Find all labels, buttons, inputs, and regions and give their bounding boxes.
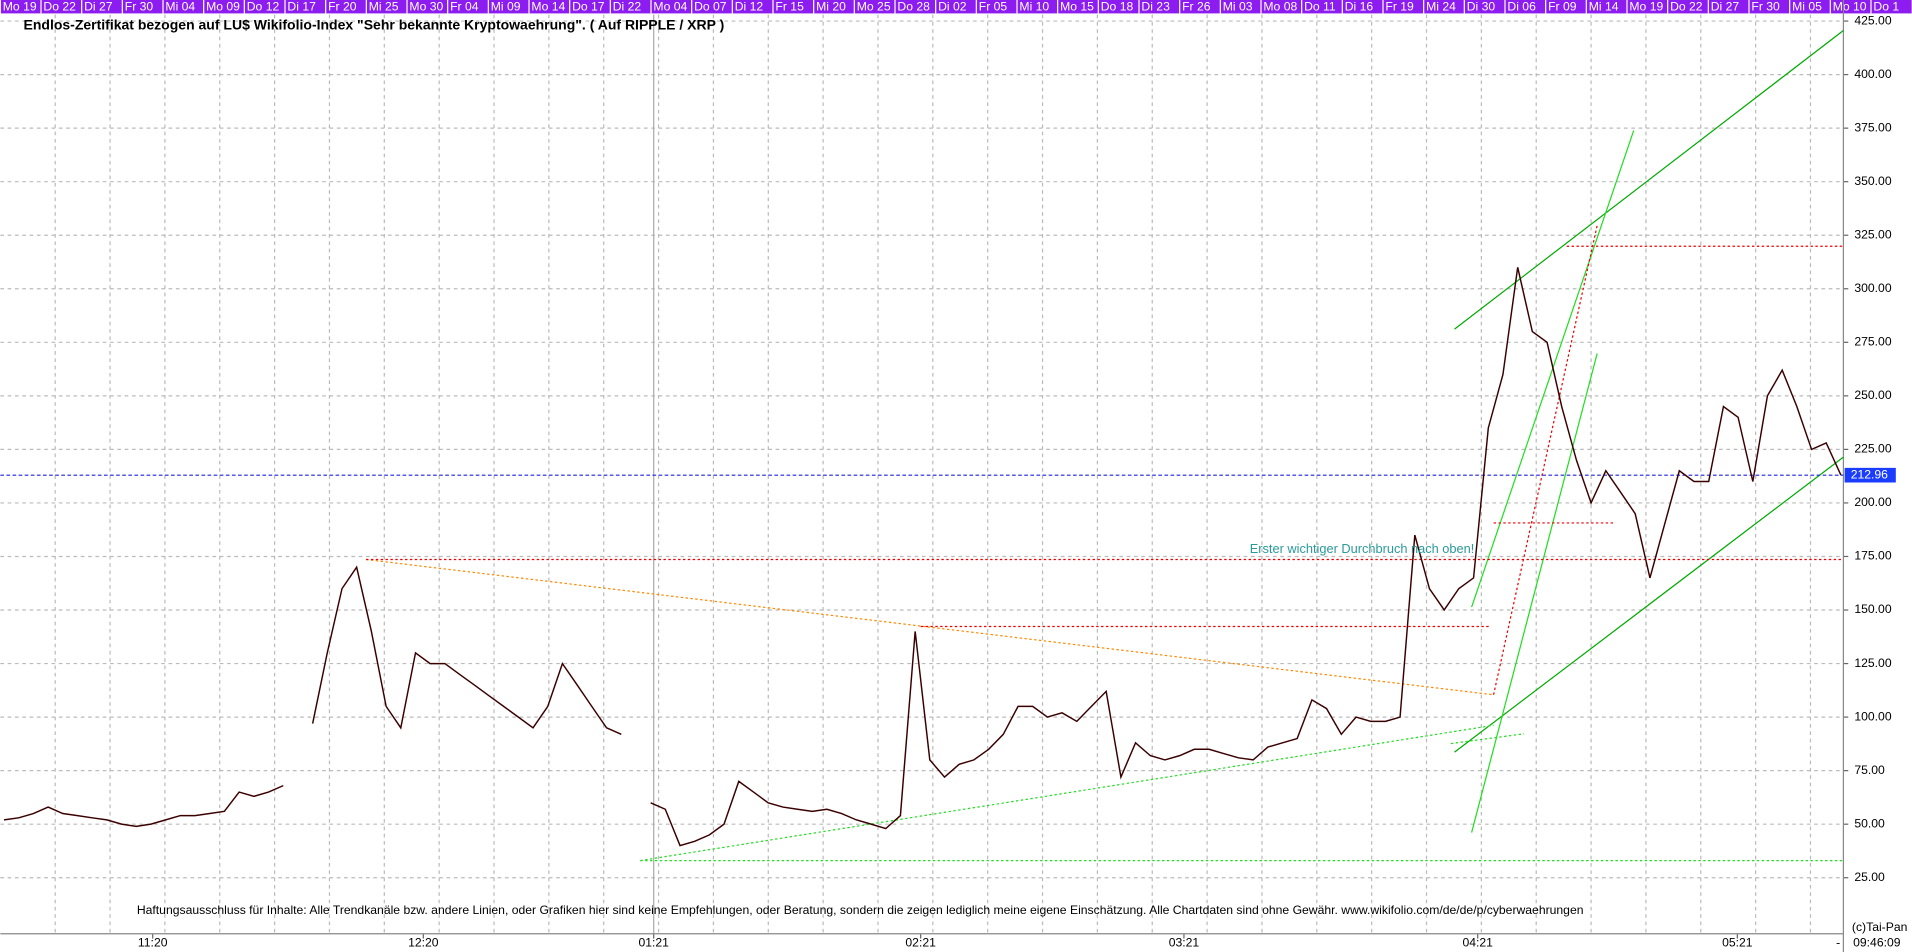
y-tick-label: 325.00 <box>1854 227 1891 241</box>
top-date: Mi 03 <box>1223 0 1253 14</box>
top-date: Do 12 <box>247 0 280 14</box>
trend-line <box>1454 456 1844 753</box>
top-date: Fr 04 <box>450 0 479 14</box>
trend-line <box>1454 29 1844 330</box>
price-line <box>3 267 1842 847</box>
trend-line <box>1471 353 1598 833</box>
y-tick-label: 250.00 <box>1854 388 1891 402</box>
y-tick-label: 375.00 <box>1854 120 1891 134</box>
trend-lines <box>365 29 1844 862</box>
x-tick-label: 11:20 <box>138 936 168 950</box>
x-tick-label: 03:21 <box>1169 936 1200 950</box>
top-date: Mo 04 <box>653 0 687 14</box>
top-date: Do 28 <box>897 0 930 14</box>
top-date: Di 27 <box>1711 0 1740 14</box>
dash: - <box>1836 936 1840 950</box>
y-tick-label: 200.00 <box>1854 495 1891 509</box>
trend-line <box>1492 225 1598 695</box>
top-date: Di 02 <box>938 0 967 14</box>
top-date: Mi 09 <box>491 0 521 14</box>
top-date: Di 27 <box>84 0 113 14</box>
x-tick-label: 01:21 <box>638 936 669 950</box>
top-date: Do 18 <box>1101 0 1134 14</box>
clock: 09:46:09 <box>1853 936 1901 950</box>
y-tick-label: 300.00 <box>1854 281 1891 295</box>
trend-line <box>365 558 1494 696</box>
top-date: Mi 24 <box>1426 0 1456 14</box>
disclaimer: Haftungsausschluss für Inhalte: Alle Tre… <box>137 903 1584 917</box>
top-bar <box>0 0 1912 14</box>
y-tick-label: 25.00 <box>1854 870 1885 884</box>
y-tick-label: 275.00 <box>1854 335 1891 349</box>
y-tick-label: 50.00 <box>1854 816 1885 830</box>
x-tick-label: 04:21 <box>1462 936 1493 950</box>
top-date: Mo 19 <box>3 0 37 14</box>
y-tick-label: 425.00 <box>1854 13 1891 27</box>
top-date: Do 11 <box>1304 0 1336 14</box>
y-tick-label: 400.00 <box>1854 67 1891 81</box>
x-tick-label: 12:20 <box>408 936 439 950</box>
top-date: Fr 19 <box>1385 0 1414 14</box>
top-date: Mi 20 <box>816 0 846 14</box>
top-date: Di 06 <box>1507 0 1536 14</box>
top-date: Mo 15 <box>1060 0 1094 14</box>
top-date: Do 22 <box>1670 0 1703 14</box>
top-date: Mo 25 <box>857 0 891 14</box>
y-tick-label: 150.00 <box>1854 602 1891 616</box>
y-tick-label: 100.00 <box>1854 709 1891 723</box>
top-date: Do 07 <box>694 0 727 14</box>
annotation: Erster wichtiger Durchbruch nach oben! <box>1250 541 1475 556</box>
top-date: Mi 14 <box>1589 0 1619 14</box>
top-date: Di 16 <box>1345 0 1374 14</box>
top-date: Mi 25 <box>369 0 399 14</box>
top-date: Di 22 <box>613 0 642 14</box>
x-tick-label: 05:21 <box>1722 936 1753 950</box>
top-date: Mo 14 <box>531 0 565 14</box>
last-price-label: 212.96 <box>1851 467 1888 481</box>
top-date: Mi 05 <box>1792 0 1822 14</box>
top-date: Mo 10 <box>1833 0 1867 14</box>
top-date: Fr 15 <box>775 0 804 14</box>
top-date: Di 30 <box>1467 0 1496 14</box>
top-date: Fr 30 <box>1751 0 1780 14</box>
top-date-bar: Mo 19 Do 22 Di 27 Fr 30 Mi 04 Mo 09 Do 12 Di 17… <box>0 0 1912 14</box>
top-date: Di 12 <box>735 0 764 14</box>
top-date: Do 17 <box>572 0 605 14</box>
top-date: Mi 10 <box>1019 0 1049 14</box>
top-date: Fr 09 <box>1548 0 1577 14</box>
y-tick-label: 175.00 <box>1854 549 1891 563</box>
plot: 212.96 <box>0 267 1896 847</box>
last-price-box <box>1844 467 1896 483</box>
top-date: Do 1 <box>1873 0 1899 14</box>
top-date: Fr 30 <box>125 0 154 14</box>
x-tick-label: 02:21 <box>905 936 936 950</box>
top-date: Di 23 <box>1141 0 1170 14</box>
top-date: Mo 30 <box>409 0 443 14</box>
top-date: Fr 05 <box>979 0 1008 14</box>
copyright: (c)Tai-Pan <box>1852 920 1907 934</box>
y-tick-label: 75.00 <box>1854 763 1885 777</box>
top-date: Mo 08 <box>1263 0 1297 14</box>
top-date: Do 22 <box>43 0 76 14</box>
top-date: Di 17 <box>287 0 316 14</box>
y-tick-label: 350.00 <box>1854 174 1891 188</box>
y-tick-label: 225.00 <box>1854 442 1891 456</box>
chart-title: Endlos-Zertifikat bezogen auf LU$ Wikifo… <box>24 16 725 32</box>
top-date: Mo 09 <box>206 0 240 14</box>
top-date: Fr 20 <box>328 0 357 14</box>
top-date: Mi 04 <box>165 0 195 14</box>
top-date: Mo 19 <box>1629 0 1663 14</box>
y-tick-label: 125.00 <box>1854 656 1891 670</box>
top-date: Fr 26 <box>1182 0 1211 14</box>
grid: 25.00 50.00 75.00 100.00 125.00 150.00 175.00 2… <box>0 13 1892 950</box>
